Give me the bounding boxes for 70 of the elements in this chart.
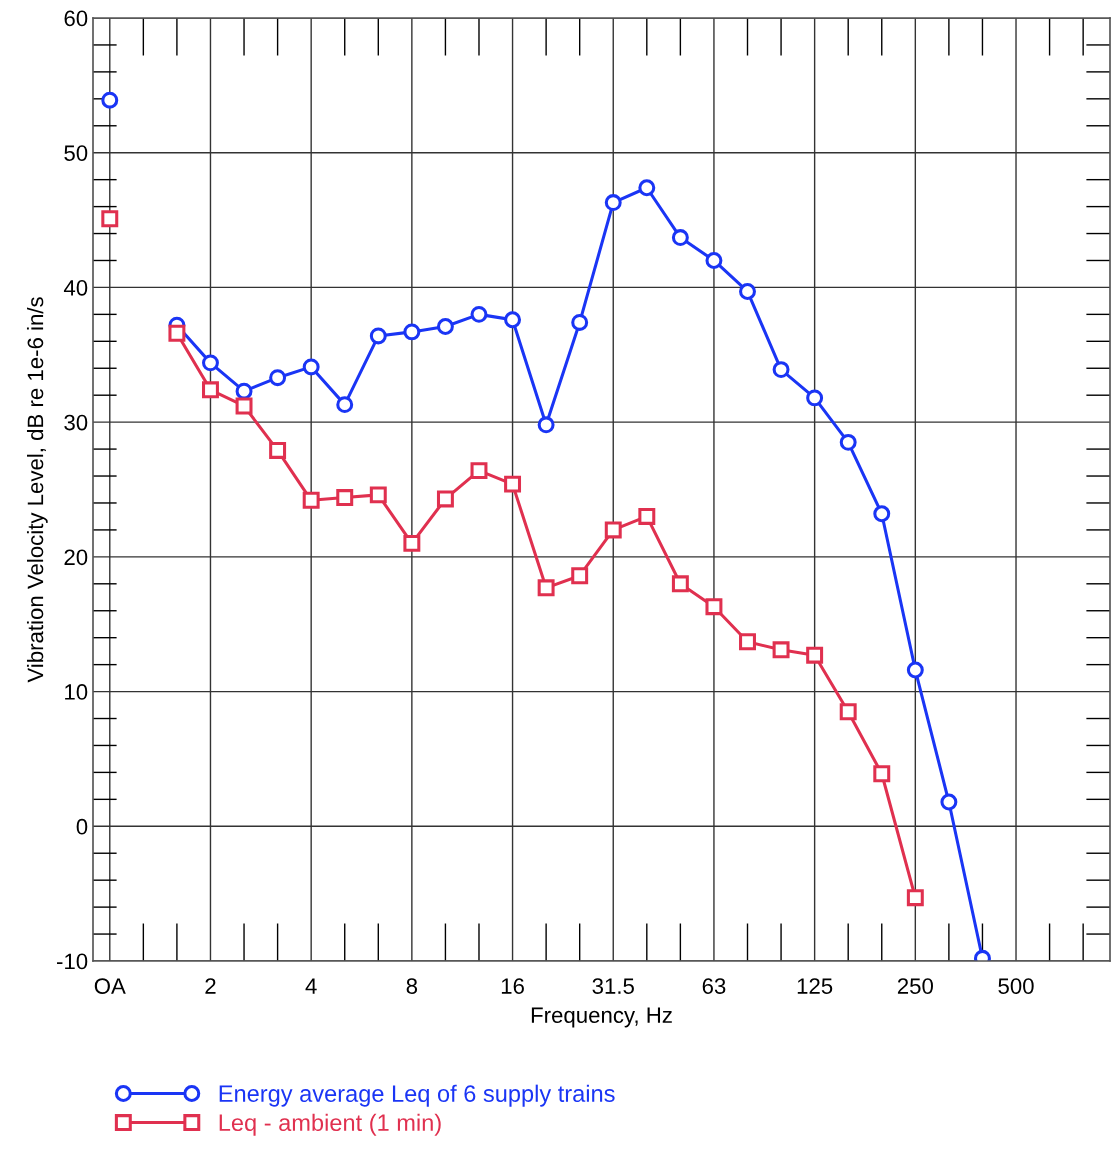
point xyxy=(269,441,287,459)
x-tick-label: 125 xyxy=(797,978,833,994)
y-axis-title: Vibration Velocity Level, dB re 1e-6 in/s xyxy=(26,297,48,683)
point xyxy=(739,633,756,651)
point xyxy=(571,313,589,331)
x-tick-label: 250 xyxy=(897,978,933,994)
point xyxy=(336,396,354,414)
point xyxy=(638,179,656,197)
point xyxy=(873,505,891,523)
point xyxy=(906,661,924,679)
x-tick-label: 500 xyxy=(998,978,1034,994)
x-tick-label: 63 xyxy=(702,978,726,994)
x-tick-label: 8 xyxy=(406,978,418,994)
legend-label: Leq - ambient (1 min) xyxy=(219,1113,441,1136)
x-tick-label: OA xyxy=(94,978,126,994)
point xyxy=(537,579,555,597)
point xyxy=(168,324,186,342)
point xyxy=(202,381,219,399)
point xyxy=(235,382,253,400)
point xyxy=(571,567,589,585)
y-tick-label: 50 xyxy=(64,145,88,161)
point xyxy=(504,475,522,493)
point xyxy=(504,311,522,329)
point xyxy=(739,283,756,300)
point xyxy=(839,703,857,721)
x-tick-label: 31.5 xyxy=(592,978,634,994)
point xyxy=(336,489,354,507)
y-tick-label: 40 xyxy=(63,279,88,296)
point xyxy=(101,210,119,228)
point xyxy=(772,641,790,659)
y-tick-label: -10 xyxy=(57,953,88,970)
point xyxy=(839,433,857,451)
x-tick-label: 4 xyxy=(305,978,317,994)
point xyxy=(302,491,320,509)
point xyxy=(269,369,287,387)
y-tick-label: 10 xyxy=(65,684,88,700)
point xyxy=(302,358,320,376)
point xyxy=(705,598,723,616)
point xyxy=(403,323,421,341)
x-axis-title: Frequency, Hz xyxy=(531,1007,672,1028)
point xyxy=(604,521,622,539)
point xyxy=(101,91,119,109)
x-tick-label: 2 xyxy=(205,978,216,994)
point xyxy=(906,889,924,907)
point xyxy=(671,229,689,247)
point xyxy=(873,765,891,783)
point xyxy=(436,318,454,335)
point xyxy=(604,194,622,212)
point xyxy=(403,534,421,552)
point xyxy=(369,486,387,504)
y-tick-label: 0 xyxy=(76,818,88,835)
point xyxy=(806,389,824,407)
point xyxy=(806,646,824,664)
point xyxy=(202,354,219,372)
y-tick-label: 60 xyxy=(64,10,88,27)
point xyxy=(671,575,689,593)
legend-label: Energy average Leq of 6 supply trains xyxy=(219,1084,615,1107)
point xyxy=(772,361,790,379)
point xyxy=(638,507,656,525)
point xyxy=(940,793,958,811)
y-tick-label: 20 xyxy=(64,549,88,566)
x-tick-label: 16 xyxy=(501,978,524,994)
point xyxy=(705,252,723,269)
point xyxy=(470,305,488,323)
point xyxy=(470,462,488,480)
y-tick-label: 30 xyxy=(64,414,88,431)
point xyxy=(369,327,387,345)
point xyxy=(235,397,253,415)
point xyxy=(436,490,454,508)
point xyxy=(537,416,555,434)
